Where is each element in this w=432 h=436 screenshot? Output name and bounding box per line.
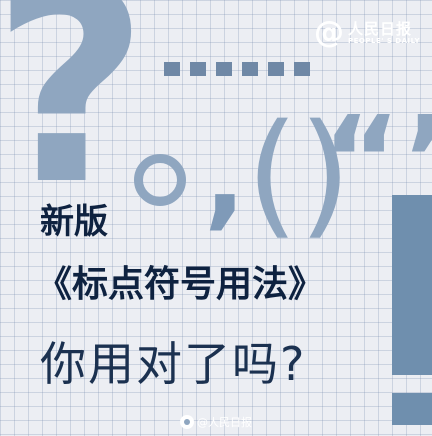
ellipsis-dot <box>294 62 310 76</box>
question-mark-glyph: ? <box>0 0 149 244</box>
ellipsis-dot <box>164 62 180 76</box>
brand-name-cn: 人民日报 <box>348 19 413 38</box>
at-icon: @ <box>314 15 344 50</box>
brand-text: 人民日报 PEOPLE' S DAILY <box>348 21 420 46</box>
brand-name-en: PEOPLE' S DAILY <box>348 37 421 46</box>
exclamation-bar <box>392 195 432 375</box>
ellipsis-dot <box>268 62 284 76</box>
weibo-icon <box>180 415 194 429</box>
brand-logo: @ 人民日报 PEOPLE' S DAILY <box>314 18 420 48</box>
comma-glyph: , <box>204 113 246 241</box>
period-circle-mark <box>134 154 186 206</box>
headline-line2: 《标点符号用法》 <box>36 264 325 305</box>
ellipsis-dot <box>242 62 258 76</box>
ellipsis-mark <box>164 62 310 76</box>
headline-line3: 你用对了吗? <box>40 337 307 391</box>
parentheses-glyph: () <box>246 95 352 252</box>
watermark-text: @人民日报 <box>197 416 252 429</box>
headline-line1: 新版 <box>40 202 108 242</box>
exclamation-dot <box>392 393 432 425</box>
watermark: @人民日报 <box>180 414 252 430</box>
ellipsis-dot <box>190 62 206 76</box>
ellipsis-dot <box>216 62 232 76</box>
